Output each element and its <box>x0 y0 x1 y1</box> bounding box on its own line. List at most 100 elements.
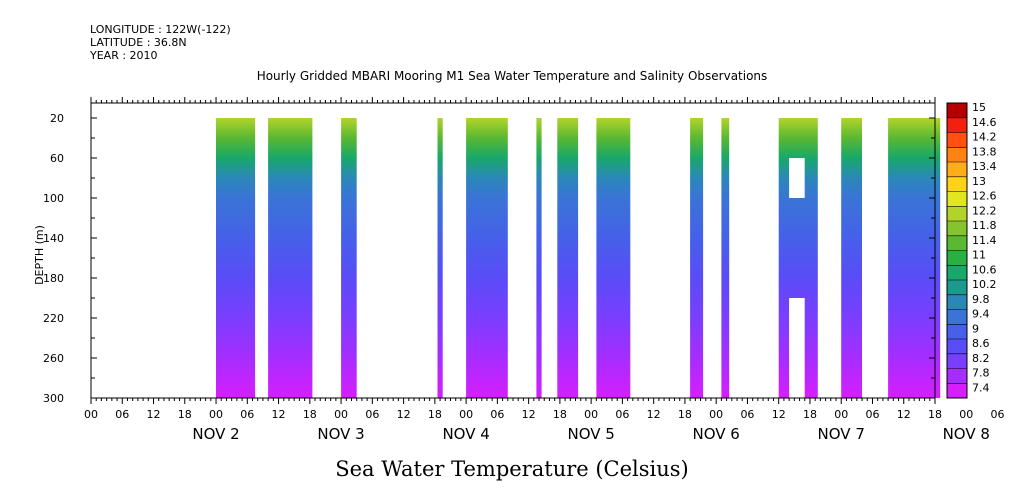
data-block-10 <box>721 118 730 398</box>
colorbar: 7.47.8 8.2 8.6 99.4 9.8 10.2 10.611 11.4 11.8 12.… <box>946 101 997 399</box>
chart-title: Hourly Gridded MBARI Mooring M1 Sea Wate… <box>257 69 768 83</box>
colorbar-swatch <box>947 294 967 310</box>
y-tick-label: 300 <box>43 392 64 405</box>
x-day-label: NOV 4 <box>442 425 489 443</box>
colorbar-label: 10.6 <box>972 263 997 276</box>
y-axis-label: DEPTH (m) <box>33 225 46 285</box>
colorbar-swatch <box>947 221 967 236</box>
colorbar-label: 8.6 <box>972 337 990 350</box>
data-block-7 <box>557 118 579 398</box>
x-tick-label: 12 <box>647 408 661 421</box>
data-block-5 <box>466 118 508 398</box>
x-day-label: NOV 7 <box>818 425 865 443</box>
colorbar-label: 8.2 <box>972 352 990 365</box>
colorbar-swatch <box>947 309 967 325</box>
x-tick-label: 18 <box>553 408 567 421</box>
x-tick-label: 12 <box>272 408 286 421</box>
data-block-9 <box>690 118 704 398</box>
y-tick-label: 180 <box>43 272 64 285</box>
x-axis-label: Sea Water Temperature (Celsius) <box>335 457 689 481</box>
colorbar-label: 15 <box>972 101 986 114</box>
colorbar-label: 12.2 <box>972 204 997 217</box>
colorbar-swatch <box>947 191 967 207</box>
x-tick-label: 12 <box>397 408 411 421</box>
x-tick-label: 18 <box>303 408 317 421</box>
x-tick-label: 06 <box>490 408 504 421</box>
colorbar-label: 11.8 <box>972 219 997 232</box>
colorbar-label: 11 <box>972 249 986 262</box>
data-block-2 <box>268 118 313 398</box>
x-tick-label: 12 <box>522 408 536 421</box>
x-tick-label: 06 <box>865 408 879 421</box>
colorbar-label: 13.8 <box>972 145 997 158</box>
colorbar-swatch <box>947 265 967 281</box>
colorbar-label: 12.6 <box>972 190 997 203</box>
colorbar-label: 9.4 <box>972 308 990 321</box>
colorbar-swatch <box>947 147 967 163</box>
missing-data-2 <box>789 298 805 398</box>
y-tick-label: 220 <box>43 312 64 325</box>
data-block-4 <box>437 118 443 398</box>
x-tick-label: 00 <box>209 408 223 421</box>
x-tick-label: 18 <box>678 408 692 421</box>
colorbar-swatch <box>947 368 967 384</box>
x-tick-label: 00 <box>709 408 723 421</box>
x-tick-label: 00 <box>459 408 473 421</box>
colorbar-label: 13 <box>972 175 986 188</box>
missing-data-1 <box>789 158 805 198</box>
x-tick-label: 18 <box>803 408 817 421</box>
colorbar-label: 13.4 <box>972 160 997 173</box>
year-label: YEAR : 2010 <box>90 49 158 62</box>
colorbar-label: 7.8 <box>972 367 990 380</box>
colorbar-swatch <box>947 280 967 295</box>
x-tick-label: 18 <box>428 408 442 421</box>
x-tick-label: 00 <box>334 408 348 421</box>
x-tick-label: 12 <box>897 408 911 421</box>
x-day-label: NOV 2 <box>192 425 239 443</box>
colorbar-swatch <box>947 339 967 354</box>
plot-area <box>216 118 941 398</box>
data-block-3 <box>341 118 357 398</box>
x-day-label: NOV 3 <box>317 425 364 443</box>
colorbar-swatch <box>947 353 967 369</box>
x-tick-label: 06 <box>740 408 754 421</box>
colorbar-swatch <box>947 132 967 148</box>
longitude-label: LONGITUDE : 122W(-122) <box>90 23 231 36</box>
x-tick-label: 00 <box>834 408 848 421</box>
colorbar-swatch <box>947 162 967 177</box>
colorbar-label: 9.8 <box>972 293 990 306</box>
x-tick-label: 06 <box>115 408 129 421</box>
colorbar-label: 9 <box>972 322 979 335</box>
colorbar-swatch <box>947 117 967 133</box>
colorbar-swatch <box>947 383 967 399</box>
axes: 00 06 12 18 00 06 12 18 00 06 12 18 00 06 12 18 00 06 12 18… <box>43 97 1005 443</box>
colorbar-label: 7.4 <box>972 381 990 394</box>
colorbar-swatch <box>947 235 967 251</box>
y-tick-label: 260 <box>43 352 64 365</box>
x-tick-label: 00 <box>584 408 598 421</box>
x-day-label: NOV 6 <box>693 425 740 443</box>
colorbar-swatch <box>947 206 967 222</box>
colorbar-label: 14.6 <box>972 116 997 129</box>
colorbar-label: 14.2 <box>972 131 997 144</box>
x-tick-label: 18 <box>178 408 192 421</box>
x-day-label: NOV 5 <box>567 425 614 443</box>
x-tick-label: 06 <box>365 408 379 421</box>
data-block-1 <box>216 118 256 398</box>
x-tick-label: 00 <box>959 408 973 421</box>
data-block-12 <box>841 118 862 398</box>
colorbar-swatch <box>947 176 967 192</box>
y-tick-label: 60 <box>50 152 64 165</box>
y-tick-label: 140 <box>43 232 64 245</box>
x-tick-label: 06 <box>615 408 629 421</box>
data-block-6 <box>536 118 542 398</box>
y-tick-label: 20 <box>50 112 64 125</box>
colorbar-label: 11.4 <box>972 234 997 247</box>
x-tick-label: 06 <box>240 408 254 421</box>
latitude-label: LATITUDE : 36.8N <box>90 36 187 49</box>
colorbar-swatch <box>947 250 967 266</box>
colorbar-label: 10.2 <box>972 278 997 291</box>
x-tick-label: 06 <box>991 408 1005 421</box>
